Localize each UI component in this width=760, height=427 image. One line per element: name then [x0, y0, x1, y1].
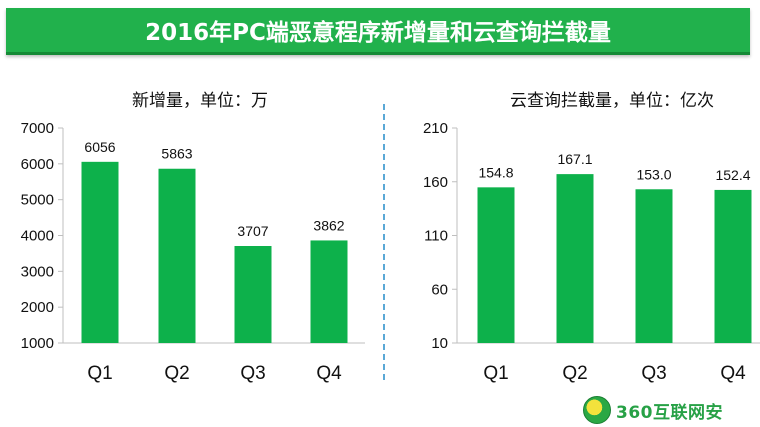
- right-y-tick-label: 110: [424, 228, 448, 245]
- right-data-label: 167.1: [557, 151, 592, 167]
- right-data-label: 153.0: [636, 166, 671, 182]
- panel-divider: [383, 104, 385, 380]
- left-data-label: 5863: [161, 146, 192, 162]
- right-category-label: Q4: [720, 363, 746, 384]
- left-data-label: 3862: [313, 217, 344, 233]
- left-category-label: Q3: [240, 363, 265, 384]
- logo-text: 360互联网安: [616, 402, 723, 423]
- left-y-tick-label: 7000: [21, 120, 54, 137]
- left-y-tick-label: 4000: [21, 228, 54, 245]
- left-y-tick-label: 1000: [21, 335, 54, 352]
- right-bar-q1: [477, 187, 515, 343]
- right-category-label: Q1: [483, 363, 508, 384]
- left-data-label: 6056: [84, 139, 115, 155]
- right-y-tick-label: 10: [431, 335, 448, 352]
- left-chart-title: 新增量，单位：万: [132, 91, 268, 111]
- left-category-label: Q4: [316, 363, 342, 384]
- right-bar-q4: [714, 189, 752, 343]
- title-banner: 2016年PC端恶意程序新增量和云查询拦截量: [6, 8, 750, 55]
- right-bar-q3: [635, 189, 673, 343]
- left-category-label: Q1: [87, 363, 112, 384]
- left-y-tick-label: 5000: [21, 192, 54, 209]
- right-y-tick-label: 210: [423, 120, 448, 137]
- left-bar-q3: [234, 245, 272, 343]
- right-data-label: 152.4: [715, 167, 750, 183]
- right-data-label: 154.8: [478, 164, 513, 180]
- right-category-label: Q3: [641, 363, 666, 384]
- left-bar-q2: [158, 168, 196, 343]
- right-y-tick-label: 60: [431, 281, 448, 298]
- right-bar-q2: [556, 174, 594, 343]
- left-y-tick-label: 6000: [21, 156, 54, 173]
- left-y-tick-label: 2000: [21, 299, 54, 316]
- left-bar-q4: [310, 240, 348, 343]
- logo: 360互联网安: [583, 393, 760, 427]
- page-title: 2016年PC端恶意程序新增量和云查询拦截量: [145, 20, 611, 46]
- left-data-label: 3707: [237, 223, 268, 239]
- right-category-label: Q2: [562, 363, 587, 384]
- right-chart-title: 云查询拦截量，单位：亿次: [510, 91, 714, 111]
- left-bar-chart: 1000 2000 3000 4000 5000 6000 7000 6056 Q1 5863 Q2…: [21, 120, 365, 384]
- left-y-tick-label: 3000: [21, 263, 54, 280]
- left-bar-q1: [81, 161, 119, 343]
- logo-badge-icon: [583, 396, 611, 424]
- left-category-label: Q2: [164, 363, 189, 384]
- right-y-tick-label: 160: [423, 174, 448, 191]
